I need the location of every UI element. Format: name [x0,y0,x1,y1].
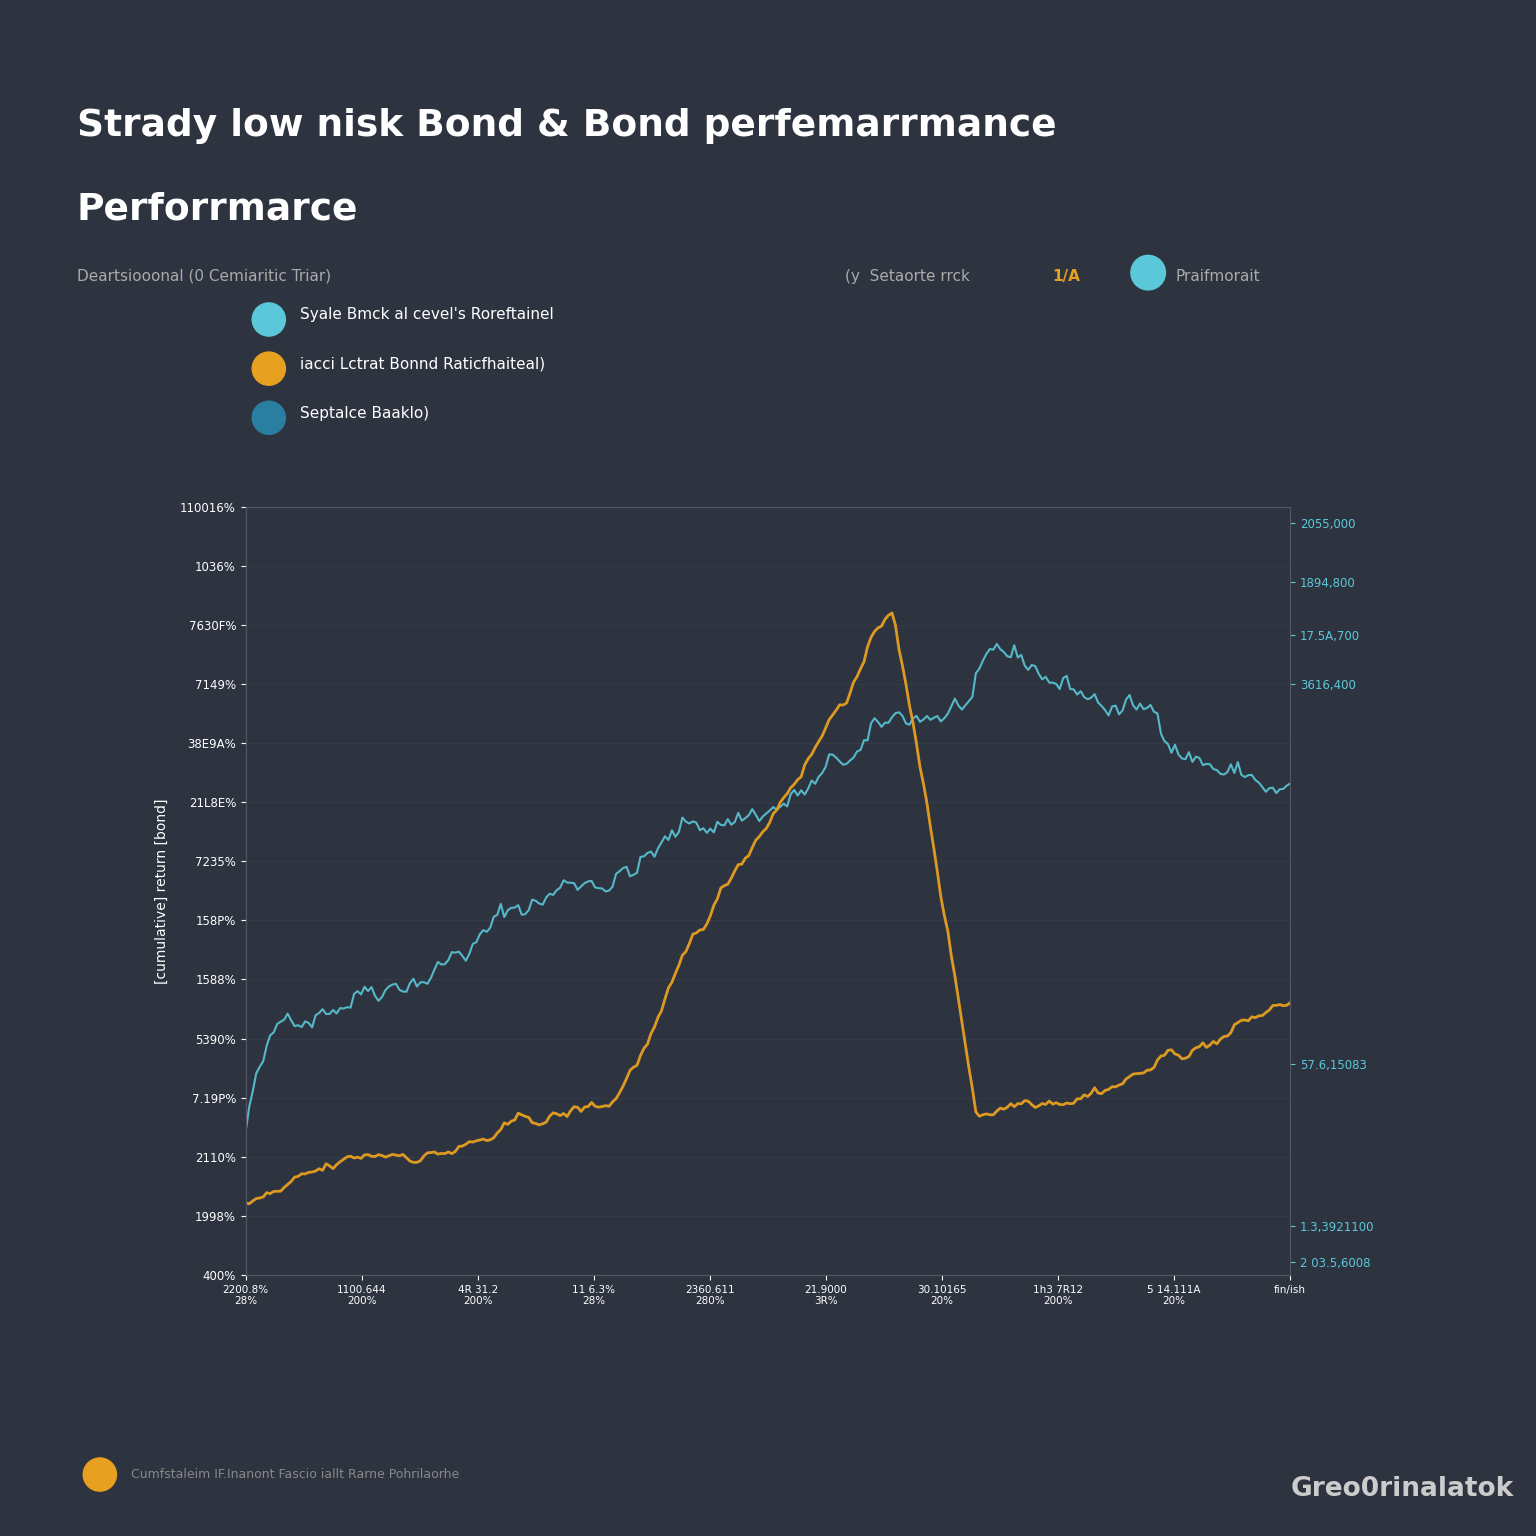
Text: Cumfstaleim IF.Inanont Fascio iallt Rarne Pohrilaorhe: Cumfstaleim IF.Inanont Fascio iallt Rarn… [131,1468,459,1481]
Y-axis label: [cumulative] return [bond]: [cumulative] return [bond] [155,799,169,983]
Text: Deartsiooonal (0 Cemiaritic Triar): Deartsiooonal (0 Cemiaritic Triar) [77,269,330,284]
Circle shape [1130,255,1166,290]
Circle shape [252,352,286,386]
Circle shape [252,401,286,435]
Text: Strady low nisk Bond & Bond perfemarrmance: Strady low nisk Bond & Bond perfemarrman… [77,108,1057,143]
Text: Septalce Baaklo): Septalce Baaklo) [300,406,429,421]
Text: 1/A: 1/A [1052,269,1080,284]
Text: Praifmorait: Praifmorait [1175,269,1260,284]
Text: Perforrmarce: Perforrmarce [77,192,358,227]
Circle shape [83,1458,117,1491]
Text: Syale Bmck al cevel's Roreftainel: Syale Bmck al cevel's Roreftainel [300,307,553,323]
Circle shape [252,303,286,336]
Text: Greo0rinalatok: Greo0rinalatok [1290,1476,1513,1502]
Text: (y  Setaorte rrck: (y Setaorte rrck [845,269,974,284]
Text: iacci Lctrat Bonnd Raticfhaiteal): iacci Lctrat Bonnd Raticfhaiteal) [300,356,545,372]
